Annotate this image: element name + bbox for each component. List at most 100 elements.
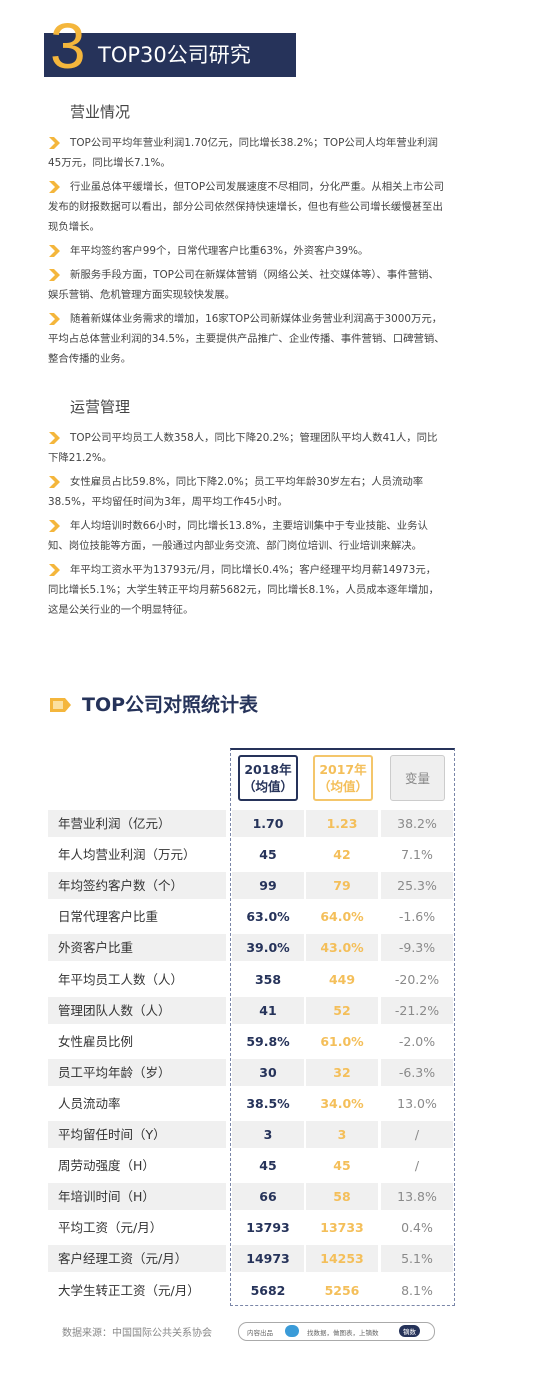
brand-label: 内容出品 xyxy=(247,1329,273,1337)
section: 运营管理 TOP公司平均员工人数358人，同比下降20.2%；管理团队平均人数41… xyxy=(48,396,446,624)
table-value: 3 xyxy=(306,1121,378,1148)
table-value: 13793 xyxy=(246,1220,290,1236)
column-header-line: （均值） xyxy=(317,779,368,794)
source: 数据来源：中国国际公共关系协会 xyxy=(62,1328,212,1339)
table-value: 38.5% xyxy=(246,1095,290,1111)
bullet-icon xyxy=(49,432,60,444)
table-value: 30 xyxy=(232,1058,304,1086)
row-label: 员工平均年龄（岁） xyxy=(48,1058,226,1086)
table-value: -9.3% xyxy=(381,934,453,962)
bullet: TOP公司平均年营业利润1.70亿元，同比增长38.2%；TOP公司人均年营业利… xyxy=(48,137,438,169)
table-value: 45 xyxy=(259,1158,277,1174)
row-label: 女性雇员比例 xyxy=(58,1033,134,1049)
bullet: 年平均签约客户99个，日常代理客户比重63%，外资客户39%。 xyxy=(48,241,446,261)
bullet-icon xyxy=(49,313,60,325)
row-label: 大学生转正工资（元/月） xyxy=(58,1282,200,1298)
table-value: / xyxy=(414,1158,420,1174)
table-value: -6.3% xyxy=(381,1058,453,1086)
table-value: 38.2% xyxy=(381,810,453,837)
bullet-icon xyxy=(49,181,60,193)
row-label: 周劳动强度（H） xyxy=(58,1158,155,1174)
bullet: 年平均工资水平为13793元/月，同比增长0.4%；客户经理平均月薪14973元… xyxy=(48,564,439,616)
table-value: 7.1% xyxy=(401,847,433,863)
table-value: 1.70 xyxy=(232,810,304,837)
bullet: 女性雇员占比59.8%，同比下降2.0%；员工平均年龄30岁左右；人员流动率38… xyxy=(48,476,424,508)
table-value: -20.2% xyxy=(394,971,440,987)
column-header-line: 2017年 xyxy=(319,762,367,777)
table-value: 59.8% xyxy=(246,1033,290,1049)
table-value: 99 xyxy=(232,872,304,900)
table-value: -1.6% xyxy=(398,909,436,925)
row-label: 平均留任时间（Y） xyxy=(48,1121,226,1148)
bullet-icon xyxy=(49,520,60,532)
table-value: 43.0% xyxy=(306,934,378,962)
row-label: 年均签约客户数（个） xyxy=(48,872,226,900)
row-label: 年培训时间（H） xyxy=(48,1183,226,1211)
section-heading: 运营管理 xyxy=(70,398,131,416)
table-value: 14973 xyxy=(232,1245,304,1273)
table-value: 45 xyxy=(333,1158,351,1174)
row-label: 客户经理工资（元/月） xyxy=(48,1245,226,1273)
row-label: 管理团队人数（人） xyxy=(48,996,226,1024)
column-header-line: 2018年 xyxy=(244,762,292,777)
bullet: 随着新媒体业务需求的增加，16家TOP公司新媒体业务营业利润高于3000万元，平… xyxy=(48,313,445,365)
header-title: TOP30公司研究 xyxy=(98,43,251,67)
bullet-icon xyxy=(49,245,60,257)
table-value: -21.2% xyxy=(381,996,453,1024)
table-value: 358 xyxy=(254,971,282,987)
table-value: 61.0% xyxy=(320,1033,364,1049)
table-frame xyxy=(230,748,455,1306)
logo-icon xyxy=(285,1325,299,1337)
table-value: 34.0% xyxy=(320,1095,364,1111)
table-value: 45 xyxy=(259,847,277,863)
bullet: 新服务手段方面，TOP公司在新媒体营销（网络公关、社交媒体等）、事件营销、娱乐营… xyxy=(48,269,439,301)
table-value: 0.4% xyxy=(401,1220,433,1236)
section: 营业情况 TOP公司平均年营业利润1.70亿元，同比增长38.2%；TOP公司人均… xyxy=(48,101,446,373)
table-value: 39.0% xyxy=(232,934,304,962)
row-label: 年平均员工人数（人） xyxy=(58,971,184,987)
brand: 镝数 xyxy=(399,1325,420,1337)
section-number: 3 xyxy=(50,10,86,82)
row-label: 人员流动率 xyxy=(58,1095,121,1111)
bullet: 年人均培训时数66小时，同比增长13.8%，主要培训集中于专业技能、业务认知、岗… xyxy=(48,520,428,552)
row-label: 年营业利润（亿元） xyxy=(48,810,226,837)
table-title: TOP公司对照统计表 xyxy=(82,694,259,716)
table-value: 42 xyxy=(333,847,351,863)
row-label: 日常代理客户比重 xyxy=(58,909,159,925)
column-header: 2018年 （均值） xyxy=(238,755,298,801)
table-value: 5682 xyxy=(250,1282,286,1298)
table-value: 13733 xyxy=(320,1220,364,1236)
slogan: 找数据，做图表，上镝数 xyxy=(307,1329,379,1337)
table-value: 13.0% xyxy=(397,1095,437,1111)
table-value: 58 xyxy=(306,1183,378,1211)
bullet: 行业虽总体平缓增长，但TOP公司发展速度不尽相同，分化严重。从相关上市公司发布的… xyxy=(48,181,445,233)
table-value: 1.23 xyxy=(306,810,378,837)
table-value: 25.3% xyxy=(381,872,453,900)
brand-logo: 内容出品 找数据，做图表，上镝数 镝数 xyxy=(238,1322,435,1341)
header-box xyxy=(44,33,296,77)
table-value: 41 xyxy=(232,996,304,1024)
bullet: TOP公司平均员工人数358人，同比下降20.2%；管理团队平均人数41人，同比… xyxy=(48,432,438,464)
column-header: 2017年 （均值） xyxy=(313,755,373,801)
table-value: 449 xyxy=(328,971,356,987)
bullet-icon xyxy=(49,564,60,576)
table-value: 63.0% xyxy=(246,909,290,925)
table-value: 14253 xyxy=(306,1245,378,1273)
row-label: 年人均营业利润（万元） xyxy=(58,847,196,863)
row-label: 平均工资（元/月） xyxy=(58,1220,163,1236)
column-header-line: 变量 xyxy=(404,770,430,786)
table-value: 3 xyxy=(232,1121,304,1148)
table-value: 64.0% xyxy=(320,909,364,925)
column-header: 变量 xyxy=(390,755,445,801)
column-header-line: （均值） xyxy=(242,779,293,794)
section-heading: 营业情况 xyxy=(70,103,131,121)
table-value: 32 xyxy=(306,1058,378,1086)
table-value: 13.8% xyxy=(381,1183,453,1211)
bullet-icon xyxy=(49,137,60,149)
table-value: -2.0% xyxy=(398,1033,436,1049)
table-value: 52 xyxy=(306,996,378,1024)
bullet-icon xyxy=(49,476,60,488)
table-value: 5256 xyxy=(324,1282,360,1298)
